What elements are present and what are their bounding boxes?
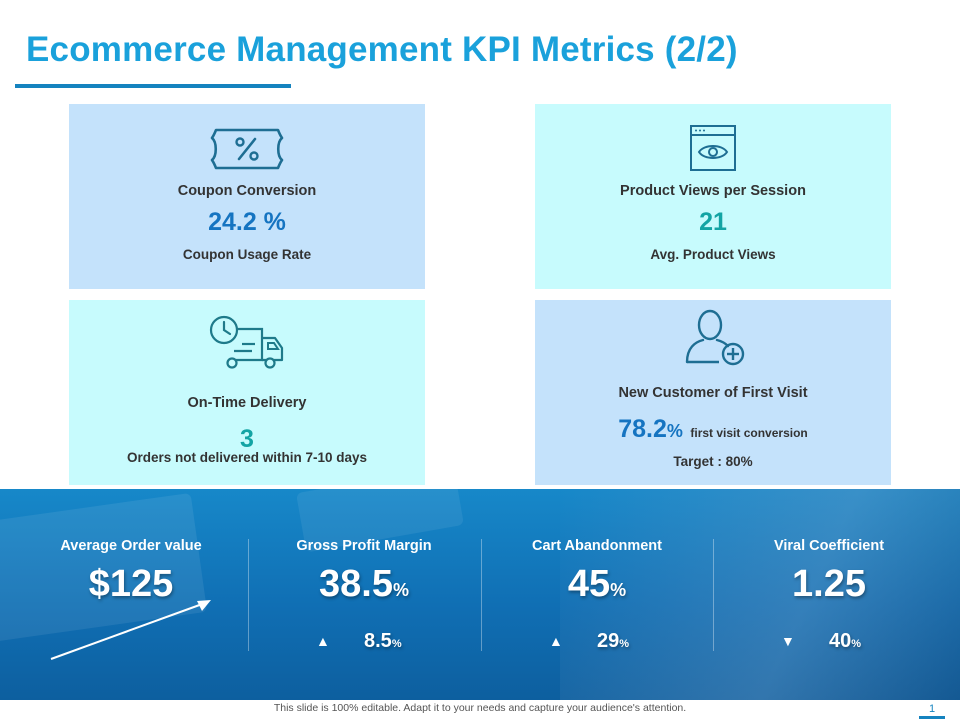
arrow-up-icon: ▲ <box>316 633 330 649</box>
kpi-change-value: 8.5% <box>364 630 402 653</box>
trend-arrow-icon <box>50 600 211 660</box>
new-customer-label: New Customer of First Visit <box>618 385 808 401</box>
kpi-change-value: 40% <box>829 630 861 653</box>
footer-note: This slide is 100% editable. Adapt it to… <box>0 702 960 714</box>
kpi-change: ▲ 8.5% <box>248 630 480 654</box>
new-customer-value: 78.2 <box>618 415 667 443</box>
product-views-label: Product Views per Session <box>620 183 806 199</box>
kpi-divider <box>481 539 482 651</box>
kpi-value-number: 1.25 <box>792 563 866 605</box>
kpi-value-number: 38.5 <box>319 563 393 605</box>
kpi-title: Average Order value <box>60 538 202 554</box>
coupon-conversion-card: Coupon Conversion 24.2 % Coupon Usage Ra… <box>69 104 425 289</box>
new-customer-value-unit: % <box>666 421 683 441</box>
kpi-value: 45% <box>481 563 713 606</box>
kpi-change-value: 29% <box>597 630 629 653</box>
arrow-up-icon: ▲ <box>549 633 563 649</box>
on-time-delivery-card: On-Time Delivery 3 Orders not delivered … <box>69 300 425 485</box>
kpi-divider <box>713 539 714 651</box>
page-number-underline <box>919 716 945 719</box>
footer-text: This slide is 100% editable. Adapt it to… <box>273 702 687 714</box>
kpi-average-order-value: Average Order value $125 <box>15 489 247 700</box>
coupon-conversion-label: Coupon Conversion <box>177 183 317 199</box>
clock-truck-icon <box>209 315 284 369</box>
target-label: Target : 80% <box>673 454 753 469</box>
coupon-conversion-value: 24.2 % <box>208 208 286 236</box>
kpi-value-number: 45 <box>567 563 611 605</box>
product-views-value: 21 <box>699 208 727 236</box>
new-customer-value-row: 78.2% first visit conversion <box>535 415 891 444</box>
kpi-gross-profit-margin: Gross Profit Margin 38.5% ▲ 8.5% <box>248 489 480 700</box>
product-views-card: Product Views per Session 21 Avg. Produc… <box>535 104 891 289</box>
kpi-title: Viral Coefficient <box>773 538 885 554</box>
kpi-value-number: $125 <box>88 563 174 605</box>
kpi-band: Average Order value $125 Gross Profit Ma… <box>0 489 960 700</box>
kpi-value: $125 <box>15 563 247 606</box>
kpi-title: Gross Profit Margin <box>296 538 432 554</box>
background-decoration <box>560 489 960 700</box>
kpi-change-number: 40 <box>829 630 852 652</box>
kpi-change-unit: % <box>391 638 402 650</box>
kpi-change-unit: % <box>619 638 630 650</box>
kpi-change-number: 29 <box>597 630 620 652</box>
orders-not-delivered-label: Orders not delivered within 7-10 days <box>126 450 368 465</box>
page-number: 1 <box>928 703 936 715</box>
kpi-change-number: 8.5 <box>364 630 392 652</box>
kpi-viral-coefficient: Viral Coefficient 1.25 ▼ 40% <box>713 489 945 700</box>
kpi-value-unit: % <box>610 580 627 600</box>
on-time-delivery-value: 3 <box>240 425 254 453</box>
first-visit-conversion-label: first visit conversion <box>690 426 808 440</box>
kpi-change-unit: % <box>851 638 862 650</box>
kpi-value-unit: % <box>392 580 409 600</box>
kpi-value: 38.5% <box>248 563 480 606</box>
user-add-icon <box>685 309 745 366</box>
kpi-value: 1.25 <box>713 563 945 606</box>
coupon-percent-icon <box>210 128 284 170</box>
kpi-change: ▼ 40% <box>713 630 945 654</box>
kpi-title: Cart Abandonment <box>532 538 662 554</box>
kpi-divider <box>248 539 249 651</box>
new-customer-card: New Customer of First Visit 78.2% first … <box>535 300 891 485</box>
avg-product-views-label: Avg. Product Views <box>650 247 776 262</box>
title-underline <box>15 84 291 88</box>
coupon-usage-rate-label: Coupon Usage Rate <box>182 247 312 262</box>
arrow-down-icon: ▼ <box>781 633 795 649</box>
kpi-cart-abandonment: Cart Abandonment 45% ▲ 29% <box>481 489 713 700</box>
page-title: Ecommerce Management KPI Metrics (2/2) <box>26 30 738 69</box>
kpi-change: ▲ 29% <box>481 630 713 654</box>
on-time-delivery-label: On-Time Delivery <box>187 395 307 411</box>
browser-eye-icon <box>690 125 736 171</box>
